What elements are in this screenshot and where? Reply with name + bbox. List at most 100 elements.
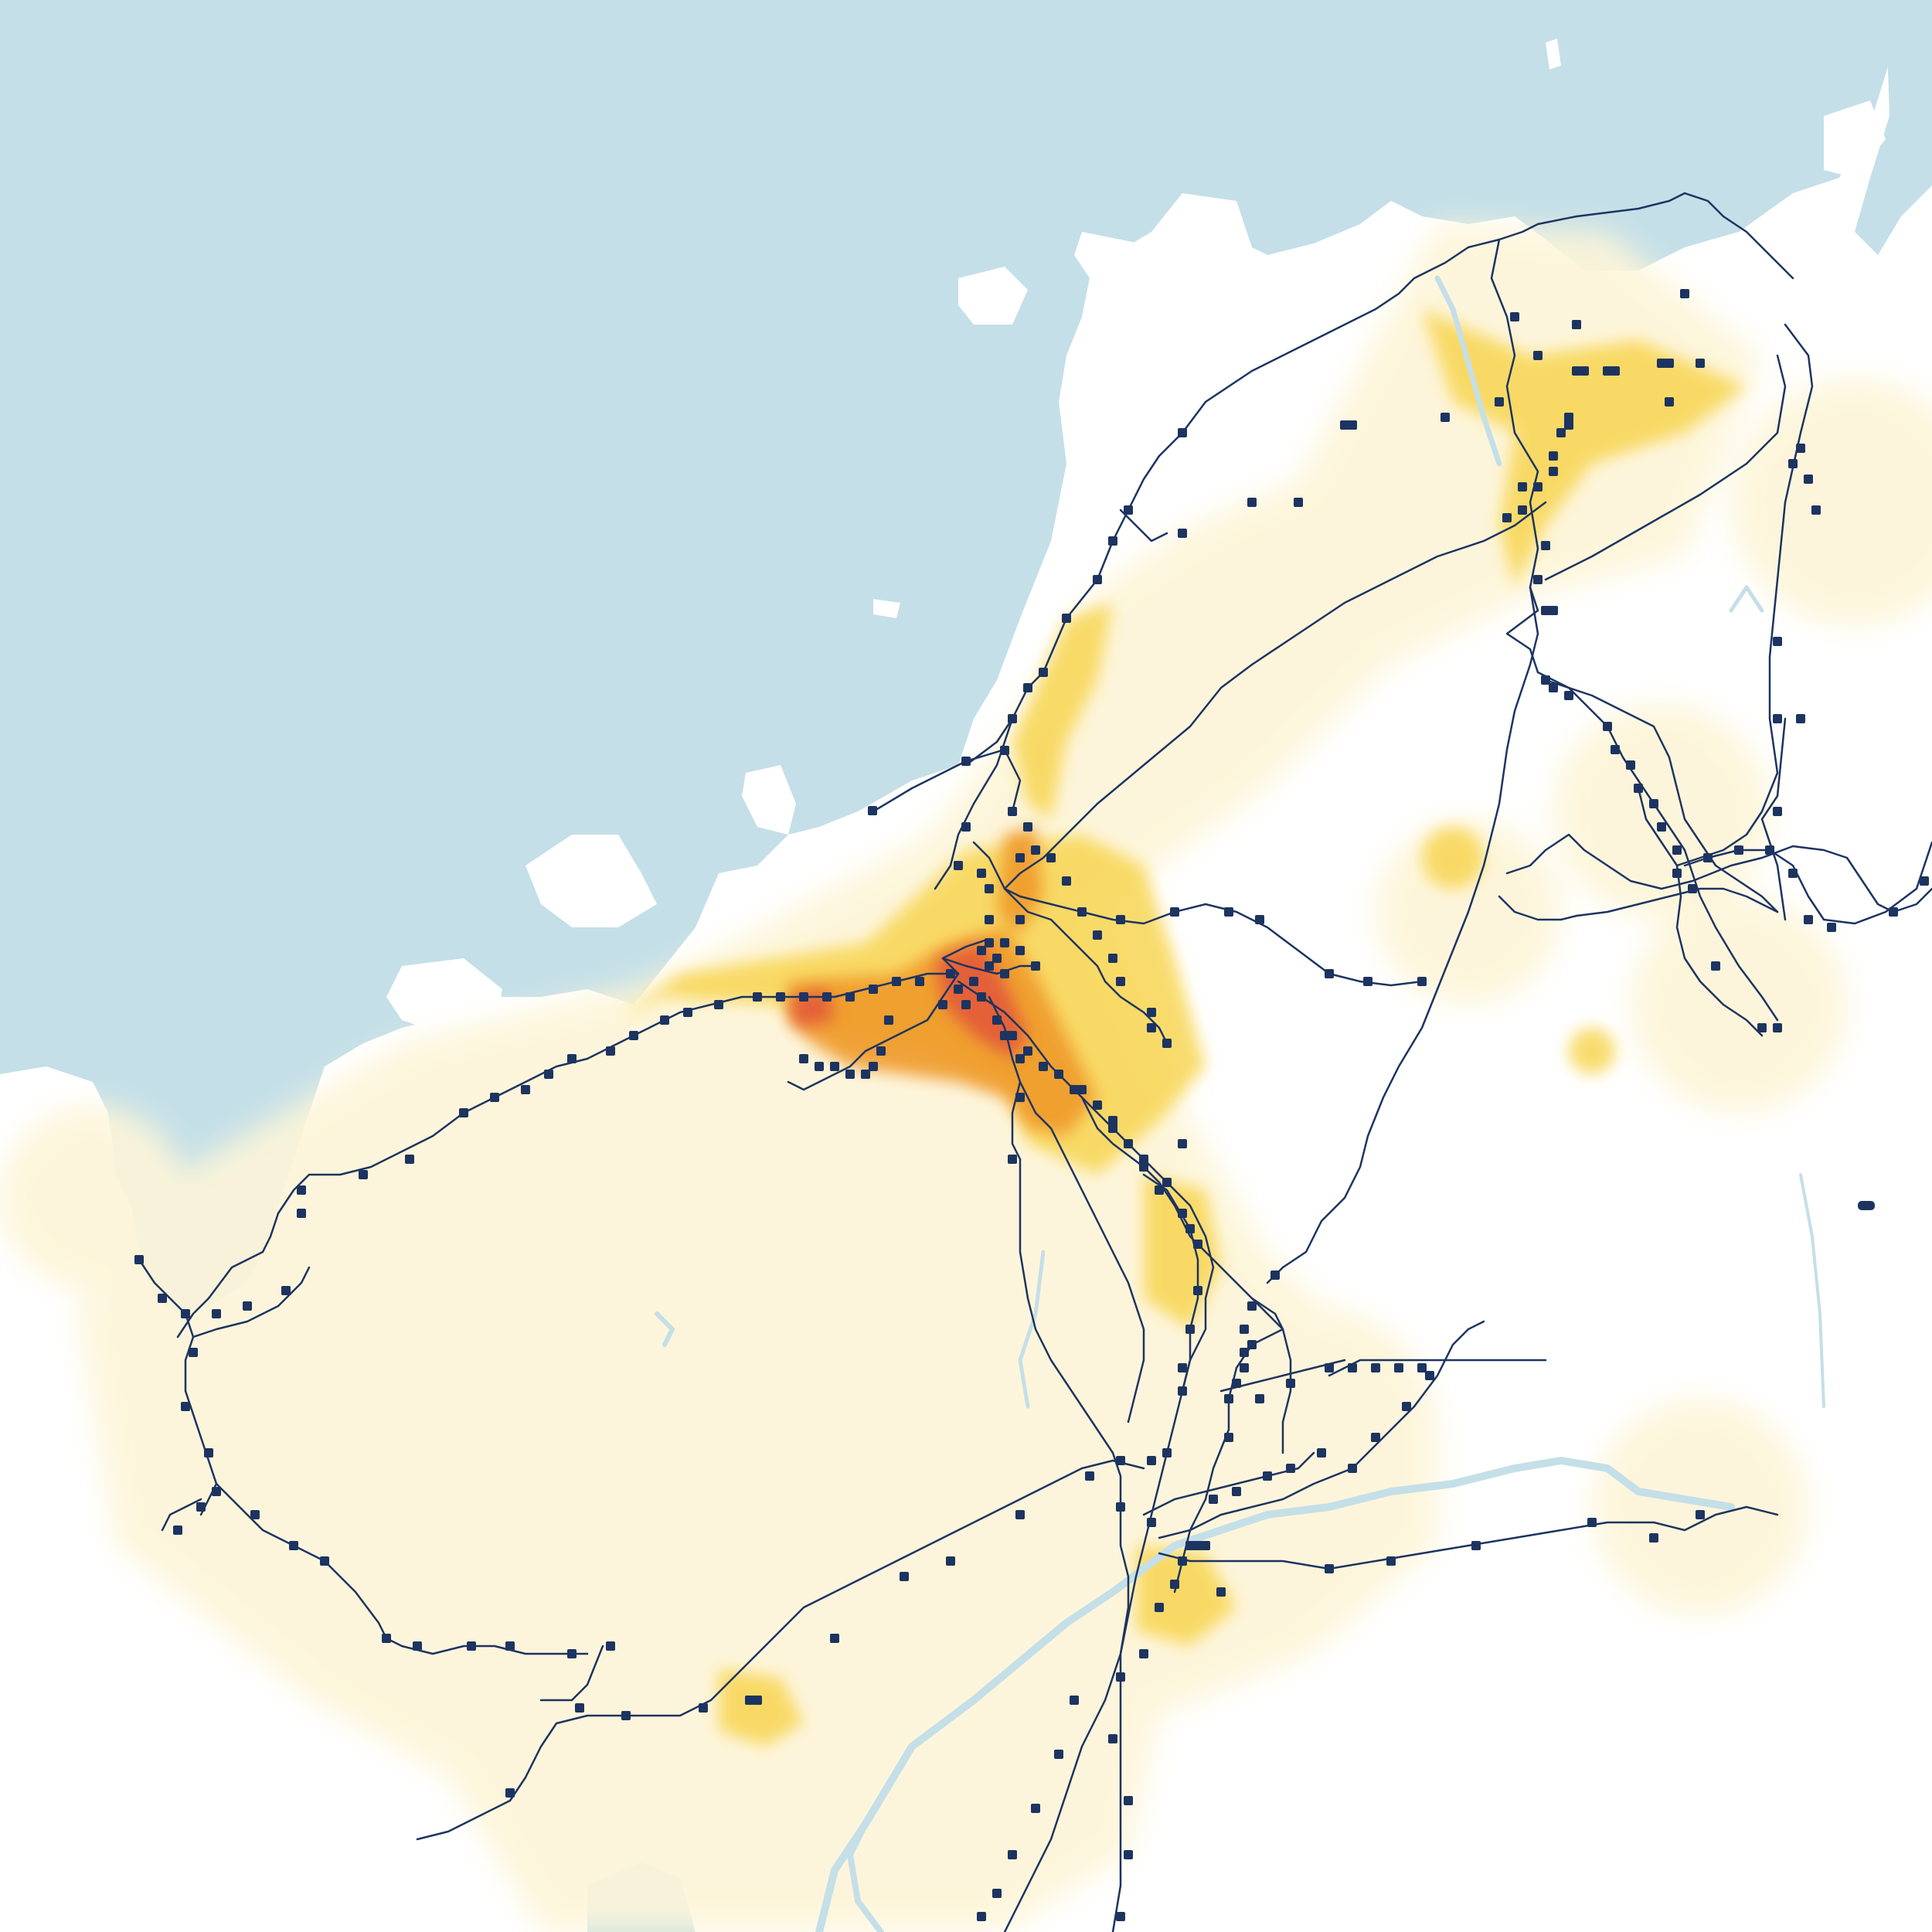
station-marker[interactable] xyxy=(181,1309,190,1318)
station-marker[interactable] xyxy=(1711,961,1720,971)
station-marker[interactable] xyxy=(1827,923,1836,932)
station-marker[interactable] xyxy=(505,1788,515,1798)
station-marker[interactable] xyxy=(1564,420,1573,430)
station-marker[interactable] xyxy=(359,1170,368,1179)
station-marker[interactable] xyxy=(1224,1433,1233,1442)
station-marker[interactable] xyxy=(1325,969,1334,978)
station-marker[interactable] xyxy=(1178,1386,1187,1396)
station-marker[interactable] xyxy=(961,757,971,766)
station-marker[interactable] xyxy=(1008,1155,1017,1164)
station-marker[interactable] xyxy=(1263,1471,1272,1481)
station-marker[interactable] xyxy=(1000,938,1009,947)
station-marker[interactable] xyxy=(1193,1240,1202,1249)
station-marker[interactable] xyxy=(544,1070,553,1079)
station-marker[interactable] xyxy=(459,1108,468,1117)
station-marker[interactable] xyxy=(1696,359,1705,368)
station-marker[interactable] xyxy=(1108,1116,1117,1125)
station-marker[interactable] xyxy=(1788,869,1798,878)
station-marker[interactable] xyxy=(1085,1471,1094,1481)
station-marker[interactable] xyxy=(1108,1734,1117,1743)
station-marker[interactable] xyxy=(1162,1178,1172,1187)
station-marker[interactable] xyxy=(1162,1039,1172,1048)
station-marker[interactable] xyxy=(1773,807,1782,816)
station-marker[interactable] xyxy=(189,1348,198,1357)
station-marker[interactable] xyxy=(1077,1085,1087,1094)
station-marker[interactable] xyxy=(1193,1541,1202,1550)
station-marker[interactable] xyxy=(1046,853,1056,862)
station-marker[interactable] xyxy=(946,969,955,978)
station-marker[interactable] xyxy=(1294,498,1303,507)
station-marker[interactable] xyxy=(505,1641,515,1651)
station-marker[interactable] xyxy=(1077,907,1087,917)
station-marker[interactable] xyxy=(977,1912,986,1921)
station-marker[interactable] xyxy=(1139,1162,1148,1172)
station-marker[interactable] xyxy=(1286,1379,1295,1388)
station-marker[interactable] xyxy=(977,946,986,955)
station-marker[interactable] xyxy=(1108,536,1117,546)
station-marker[interactable] xyxy=(1062,614,1071,623)
station-marker[interactable] xyxy=(815,1062,824,1071)
station-marker[interactable] xyxy=(134,1255,144,1264)
station-marker[interactable] xyxy=(985,884,994,893)
station-marker[interactable] xyxy=(1124,505,1133,515)
station-marker[interactable] xyxy=(1015,946,1025,955)
station-marker[interactable] xyxy=(575,1703,584,1713)
station-marker[interactable] xyxy=(1139,1155,1148,1164)
station-marker[interactable] xyxy=(1139,1649,1148,1658)
station-marker[interactable] xyxy=(1147,1518,1156,1527)
station-marker[interactable] xyxy=(1348,1363,1357,1372)
station-marker[interactable] xyxy=(1232,1487,1241,1496)
station-marker[interactable] xyxy=(1371,1363,1380,1372)
station-marker[interactable] xyxy=(1116,1912,1125,1921)
station-marker[interactable] xyxy=(977,992,986,1002)
station-marker[interactable] xyxy=(954,861,963,870)
station-marker[interactable] xyxy=(961,1000,971,1009)
station-marker[interactable] xyxy=(845,992,855,1002)
station-marker[interactable] xyxy=(320,1556,329,1566)
station-marker[interactable] xyxy=(1178,1363,1187,1372)
station-marker[interactable] xyxy=(1325,1564,1334,1573)
station-marker[interactable] xyxy=(1796,714,1805,723)
station-marker[interactable] xyxy=(1015,853,1025,862)
station-marker[interactable] xyxy=(1394,1363,1403,1372)
station-marker[interactable] xyxy=(297,1185,306,1195)
station-marker[interactable] xyxy=(1703,853,1713,862)
station-marker[interactable] xyxy=(467,1641,476,1651)
station-marker[interactable] xyxy=(1672,869,1682,878)
station-marker[interactable] xyxy=(1611,366,1620,376)
station-marker[interactable] xyxy=(1688,884,1697,893)
station-marker[interactable] xyxy=(1093,575,1102,584)
station-marker[interactable] xyxy=(1665,359,1674,368)
station-marker[interactable] xyxy=(1147,1008,1156,1017)
station-marker[interactable] xyxy=(1224,1394,1233,1403)
station-marker[interactable] xyxy=(1696,1510,1705,1519)
station-marker[interactable] xyxy=(1518,482,1527,492)
station-marker[interactable] xyxy=(1796,444,1805,453)
station-marker[interactable] xyxy=(745,1696,754,1705)
station-marker[interactable] xyxy=(606,1641,615,1651)
station-marker[interactable] xyxy=(1116,1456,1125,1465)
station-marker[interactable] xyxy=(1054,1750,1063,1759)
station-marker[interactable] xyxy=(1425,1371,1434,1380)
station-marker[interactable] xyxy=(1386,1556,1396,1566)
station-marker[interactable] xyxy=(1549,606,1558,615)
station-marker[interactable] xyxy=(1039,668,1048,677)
station-marker[interactable] xyxy=(1247,1301,1257,1311)
station-marker[interactable] xyxy=(1773,714,1782,723)
station-marker[interactable] xyxy=(1093,930,1102,940)
station-marker[interactable] xyxy=(1178,1209,1187,1218)
station-marker[interactable] xyxy=(1108,1124,1117,1133)
station-marker[interactable] xyxy=(1039,1062,1048,1071)
station-marker[interactable] xyxy=(1178,428,1187,437)
station-marker[interactable] xyxy=(683,1008,692,1017)
station-marker[interactable] xyxy=(992,1889,1002,1898)
station-marker[interactable] xyxy=(1008,1850,1017,1859)
station-marker[interactable] xyxy=(660,1015,669,1025)
station-marker[interactable] xyxy=(1518,505,1527,515)
station-marker[interactable] xyxy=(1062,876,1071,886)
station-marker[interactable] xyxy=(1255,915,1264,924)
station-marker[interactable] xyxy=(1124,1796,1133,1805)
station-marker[interactable] xyxy=(1672,845,1682,855)
station-marker[interactable] xyxy=(1108,954,1117,963)
